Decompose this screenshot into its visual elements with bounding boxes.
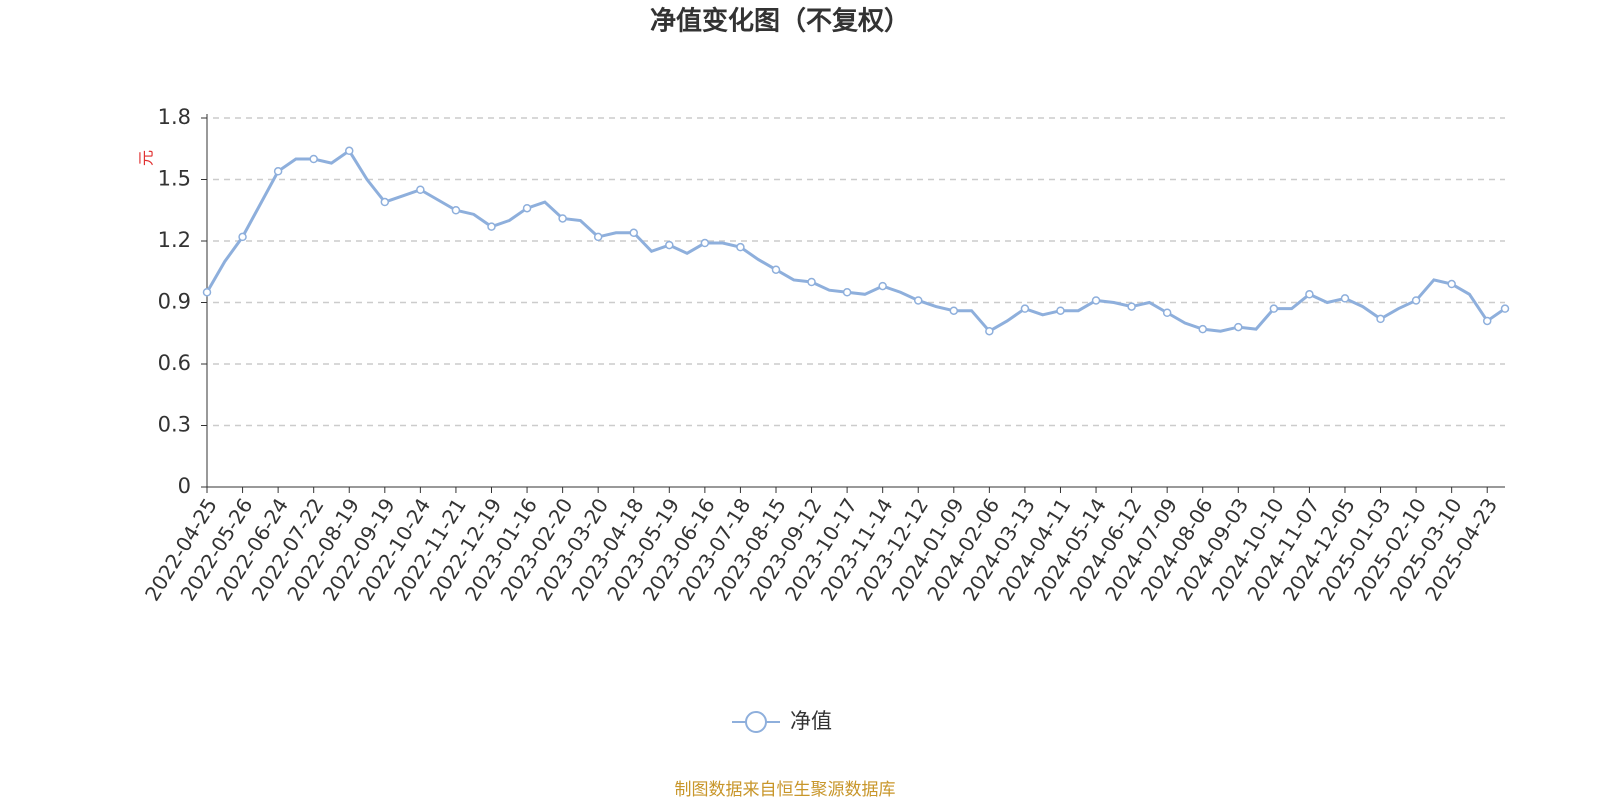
y-tick-label: 1.5: [158, 167, 191, 191]
point: [913, 296, 923, 305]
point: [878, 281, 887, 291]
point: [451, 206, 461, 215]
y-tick-label: 0.9: [158, 290, 191, 314]
y-tick-label: 0.3: [158, 413, 191, 437]
point: [344, 146, 354, 156]
y-tick-label: 1.2: [158, 228, 191, 252]
point: [487, 222, 496, 231]
point: [1127, 302, 1136, 311]
point: [1411, 296, 1421, 305]
y-tick-label: 0.6: [158, 351, 191, 375]
point: [985, 326, 994, 336]
point: [700, 238, 710, 248]
y-tick-label: 1.8: [158, 105, 191, 129]
point: [736, 242, 745, 252]
point: [1340, 294, 1350, 303]
point: [1234, 322, 1243, 332]
point: [1020, 304, 1030, 313]
point: [665, 240, 674, 250]
point: [1305, 290, 1314, 299]
legend-label: 净值: [790, 709, 832, 733]
point: [202, 288, 212, 297]
y-axis-label: 元: [137, 150, 156, 166]
point: [1269, 304, 1279, 313]
point: [522, 203, 532, 213]
point: [273, 167, 283, 176]
point: [593, 232, 603, 242]
point: [949, 306, 959, 315]
point: [380, 197, 390, 207]
y-tick-label: 0: [178, 474, 191, 498]
point: [1482, 316, 1492, 326]
point: [629, 228, 638, 238]
point: [416, 185, 425, 194]
point: [1447, 279, 1456, 289]
point: [238, 232, 247, 242]
point: [1056, 306, 1065, 315]
source-note: 制图数据来自恒生聚源数据库: [675, 780, 896, 800]
point: [1198, 324, 1207, 334]
point: [1376, 314, 1385, 324]
point: [771, 265, 781, 274]
point: [558, 214, 567, 223]
legend-marker: [745, 711, 767, 733]
point: [309, 154, 318, 164]
chart-title: 净值变化图（不复权）: [650, 6, 910, 37]
point: [1500, 304, 1510, 313]
point: [807, 277, 816, 287]
point: [1091, 296, 1101, 305]
point: [842, 288, 852, 297]
point: [1162, 308, 1172, 317]
